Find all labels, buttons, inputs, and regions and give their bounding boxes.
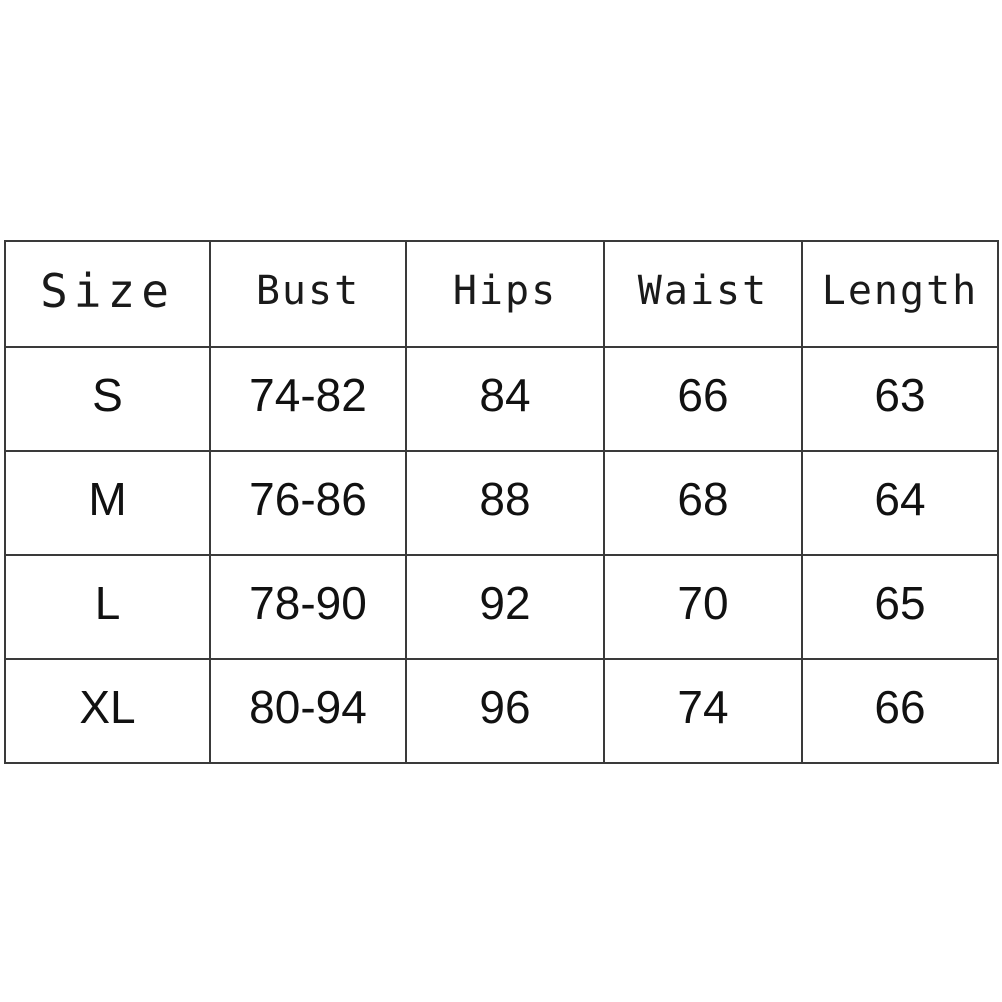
cell-length: 63 — [801, 346, 999, 452]
cell-length: 66 — [801, 658, 999, 764]
cell-length-value: 63 — [874, 369, 926, 421]
cell-size-value: S — [92, 369, 123, 421]
cell-size: M — [4, 450, 211, 556]
size-chart-table: Size Bust Hips Waist Length — [4, 240, 999, 764]
cell-hips-value: 88 — [479, 473, 531, 525]
column-header-length: Length — [801, 240, 999, 348]
cell-size: S — [4, 346, 211, 452]
column-header-bust-label: Bust — [255, 268, 361, 314]
cell-hips: 92 — [405, 554, 605, 660]
cell-waist-value: 70 — [677, 577, 729, 629]
cell-length-value: 65 — [874, 577, 926, 629]
cell-waist-value: 68 — [677, 473, 729, 525]
column-header-bust: Bust — [209, 240, 407, 348]
table-header-row: Size Bust Hips Waist Length — [4, 240, 999, 348]
cell-hips-value: 92 — [479, 577, 531, 629]
cell-length-value: 64 — [874, 473, 926, 525]
cell-hips-value: 96 — [479, 681, 531, 733]
cell-bust-value: 80-94 — [249, 681, 367, 733]
cell-bust: 78-90 — [209, 554, 407, 660]
cell-length: 65 — [801, 554, 999, 660]
cell-hips-value: 84 — [479, 369, 531, 421]
cell-bust: 74-82 — [209, 346, 407, 452]
table-row: XL 80-94 96 74 66 — [4, 658, 999, 764]
column-header-hips: Hips — [405, 240, 605, 348]
cell-bust-value: 74-82 — [249, 369, 367, 421]
cell-hips: 88 — [405, 450, 605, 556]
cell-bust-value: 76-86 — [249, 473, 367, 525]
cell-hips: 84 — [405, 346, 605, 452]
column-header-size: Size — [4, 240, 211, 348]
cell-waist: 66 — [603, 346, 803, 452]
cell-length: 64 — [801, 450, 999, 556]
cell-hips: 96 — [405, 658, 605, 764]
column-header-waist-label: Waist — [637, 268, 769, 314]
cell-size-value: L — [94, 577, 121, 629]
cell-waist-value: 66 — [677, 369, 729, 421]
cell-size-value: XL — [79, 681, 136, 733]
cell-bust-value: 78-90 — [249, 577, 367, 629]
cell-size: XL — [4, 658, 211, 764]
column-header-length-label: Length — [821, 268, 979, 314]
table-row: M 76-86 88 68 64 — [4, 450, 999, 556]
table-row: L 78-90 92 70 65 — [4, 554, 999, 660]
cell-length-value: 66 — [874, 681, 926, 733]
size-chart-table-container: Size Bust Hips Waist Length — [4, 240, 999, 764]
cell-bust: 80-94 — [209, 658, 407, 764]
cell-size: L — [4, 554, 211, 660]
cell-waist-value: 74 — [677, 681, 729, 733]
column-header-waist: Waist — [603, 240, 803, 348]
cell-waist: 68 — [603, 450, 803, 556]
table-row: S 74-82 84 66 63 — [4, 346, 999, 452]
cell-waist: 74 — [603, 658, 803, 764]
cell-size-value: M — [88, 473, 127, 525]
column-header-size-label: Size — [40, 264, 175, 318]
cell-waist: 70 — [603, 554, 803, 660]
cell-bust: 76-86 — [209, 450, 407, 556]
column-header-hips-label: Hips — [452, 268, 558, 314]
